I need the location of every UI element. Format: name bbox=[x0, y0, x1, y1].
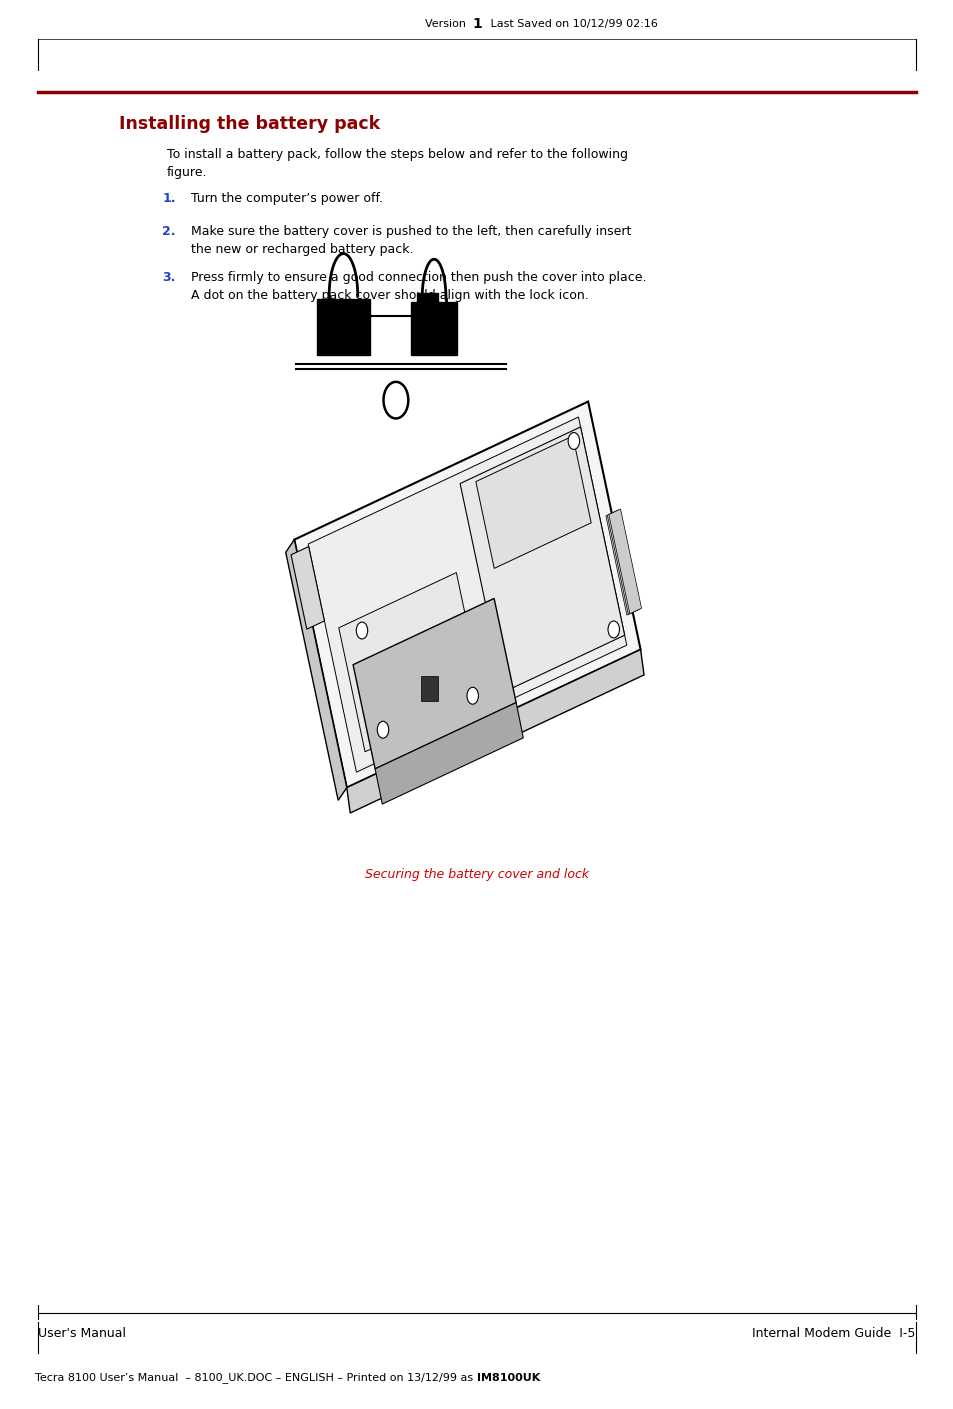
Text: Installing the battery pack: Installing the battery pack bbox=[119, 114, 380, 132]
Text: Tecra 8100 User’s Manual  – 8100_UK.DOC – ENGLISH – Printed on 13/12/99 as: Tecra 8100 User’s Manual – 8100_UK.DOC –… bbox=[35, 1372, 476, 1384]
Polygon shape bbox=[285, 540, 346, 800]
Bar bbox=[316, 299, 369, 355]
Polygon shape bbox=[294, 402, 639, 788]
Text: User's Manual: User's Manual bbox=[38, 1327, 126, 1340]
Circle shape bbox=[467, 688, 478, 704]
Bar bbox=[411, 302, 456, 355]
Text: Version: Version bbox=[425, 18, 476, 30]
Text: To install a battery pack, follow the steps below and refer to the following
fig: To install a battery pack, follow the st… bbox=[167, 148, 627, 179]
Polygon shape bbox=[459, 427, 624, 692]
Polygon shape bbox=[308, 417, 626, 772]
Bar bbox=[420, 676, 437, 702]
Text: Last Saved on 10/12/99 02:16: Last Saved on 10/12/99 02:16 bbox=[479, 18, 657, 30]
Text: Press firmly to ensure a good connection then push the cover into place.
A dot o: Press firmly to ensure a good connection… bbox=[191, 271, 645, 302]
Polygon shape bbox=[605, 510, 638, 616]
Text: Securing the battery cover and lock: Securing the battery cover and lock bbox=[365, 868, 588, 881]
Polygon shape bbox=[291, 547, 324, 630]
Polygon shape bbox=[338, 572, 482, 752]
Text: Turn the computer’s power off.: Turn the computer’s power off. bbox=[191, 192, 382, 204]
Circle shape bbox=[355, 623, 367, 640]
Polygon shape bbox=[346, 650, 643, 813]
Text: 1.: 1. bbox=[162, 192, 175, 204]
Circle shape bbox=[607, 621, 618, 638]
Circle shape bbox=[383, 382, 408, 418]
Bar bbox=[416, 293, 437, 324]
Polygon shape bbox=[608, 509, 640, 614]
Text: Internal Modem Guide  I-5: Internal Modem Guide I-5 bbox=[752, 1327, 915, 1340]
Polygon shape bbox=[607, 510, 639, 614]
Text: 1: 1 bbox=[472, 17, 481, 31]
Polygon shape bbox=[353, 599, 516, 769]
Text: IM8100UK: IM8100UK bbox=[476, 1372, 539, 1384]
Text: 2.: 2. bbox=[162, 225, 175, 238]
Text: Make sure the battery cover is pushed to the left, then carefully insert
the new: Make sure the battery cover is pushed to… bbox=[191, 225, 631, 256]
Polygon shape bbox=[359, 612, 494, 747]
Text: 3.: 3. bbox=[162, 271, 175, 283]
Polygon shape bbox=[375, 703, 523, 805]
Circle shape bbox=[376, 721, 388, 738]
Circle shape bbox=[568, 433, 579, 449]
Polygon shape bbox=[476, 435, 591, 568]
